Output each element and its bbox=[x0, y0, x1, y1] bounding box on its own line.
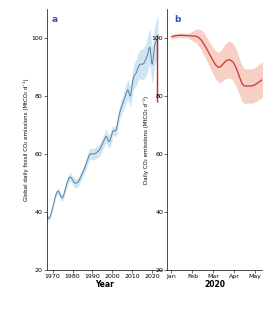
Y-axis label: Global daily fossil CO₂ emissions (MtCO₂ d⁻¹): Global daily fossil CO₂ emissions (MtCO₂… bbox=[23, 78, 29, 201]
X-axis label: 2020: 2020 bbox=[204, 280, 225, 289]
Text: a: a bbox=[51, 15, 57, 24]
Y-axis label: Daily CO₂ emissions (MtCO₂ d⁻¹): Daily CO₂ emissions (MtCO₂ d⁻¹) bbox=[143, 95, 150, 184]
Text: b: b bbox=[174, 15, 180, 24]
X-axis label: Year: Year bbox=[95, 280, 114, 289]
